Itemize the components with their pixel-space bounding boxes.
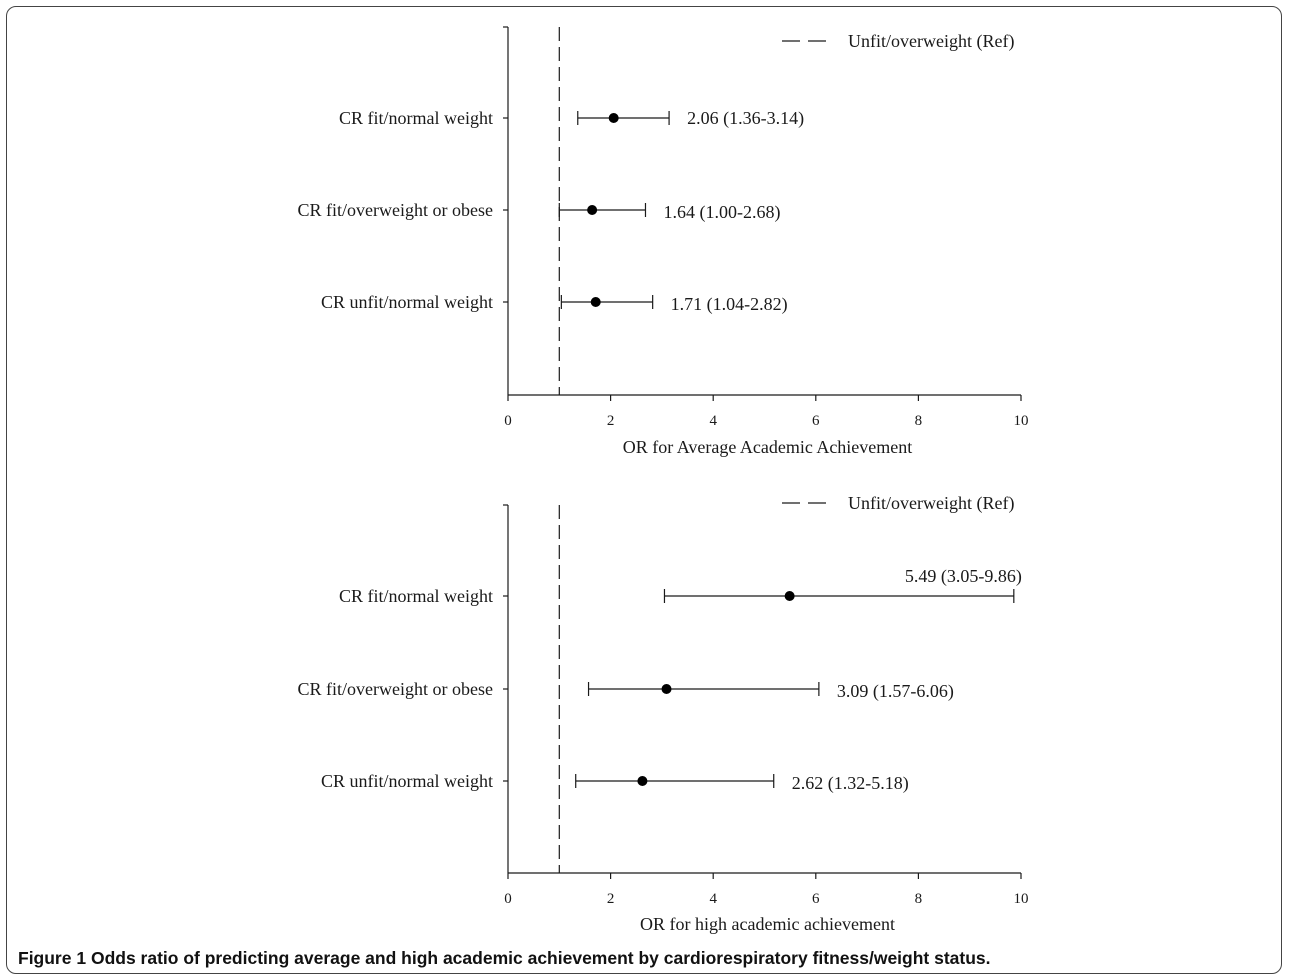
row-label: CR fit/overweight or obese (298, 679, 493, 699)
x-tick-label: 4 (709, 413, 717, 429)
forest-panel-1: 0 2 4 6 8 10 OR for Average Academic Achieveme… (298, 26, 1029, 457)
or-point (608, 113, 619, 123)
figure-caption: Figure 1 Odds ratio of predicting averag… (18, 948, 991, 969)
row-label: CR fit/overweight or obese (298, 200, 493, 220)
or-point (784, 591, 795, 601)
x-tick-label: 4 (709, 891, 717, 907)
x-tick-label: 10 (1014, 413, 1029, 429)
row-label: CR fit/normal weight (339, 586, 493, 606)
x-tick-label: 6 (812, 413, 820, 429)
x-tick-label: 6 (812, 891, 820, 907)
legend-label: Unfit/overweight (Ref) (848, 493, 1014, 514)
x-tick-label: 10 (1014, 891, 1029, 907)
x-tick-label: 0 (504, 413, 512, 429)
or-value-label: 2.62 (1.32-5.18) (792, 773, 909, 794)
legend-label: Unfit/overweight (Ref) (848, 31, 1014, 52)
x-axis-label: OR for high academic achievement (640, 914, 895, 934)
or-value-label: 1.71 (1.04-2.82) (671, 294, 788, 315)
row-label: CR unfit/normal weight (321, 292, 493, 312)
x-tick-label: 2 (607, 891, 615, 907)
or-value-label: 5.49 (3.05-9.86) (905, 566, 1022, 587)
x-tick-label: 0 (504, 891, 512, 907)
row-label: CR fit/normal weight (339, 108, 493, 128)
caption-label: Figure 1 (18, 948, 87, 968)
x-tick-label: 8 (915, 891, 923, 907)
x-axis-label: OR for Average Academic Achievement (623, 437, 913, 457)
or-point (590, 297, 601, 307)
x-tick-label: 8 (915, 413, 923, 429)
or-point (637, 776, 648, 786)
or-value-label: 2.06 (1.36-3.14) (687, 108, 804, 129)
x-tick-label: 2 (607, 413, 615, 429)
or-value-label: 1.64 (1.00-2.68) (663, 202, 780, 223)
row-label: CR unfit/normal weight (321, 771, 493, 791)
figure-frame (6, 6, 1282, 974)
or-value-label: 3.09 (1.57-6.06) (837, 681, 954, 702)
forest-panel-2: 0 2 4 6 8 10 OR for high academic achievement U… (298, 493, 1029, 934)
caption-text: Odds ratio of predicting average and hig… (90, 948, 991, 968)
or-point (587, 205, 598, 215)
or-point (661, 684, 672, 694)
